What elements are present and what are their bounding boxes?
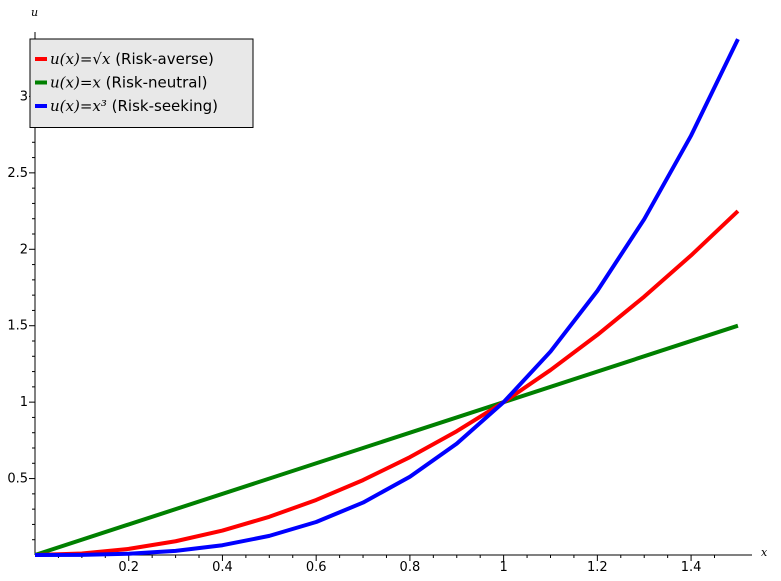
x-tick-label: 1.4 [681,560,702,575]
x-axis-label: x [761,546,768,559]
y-tick-label: 3 [20,89,28,104]
y-tick-label: 1.5 [7,319,28,334]
y-tick-label: 1 [20,395,28,410]
tick-labels: 0.2 0.4 0.6 0.8 1 1.2 1.4 0.5 1 1.5 2 2.5 3 [7,89,701,575]
x-tick-label: 0.2 [118,560,139,575]
legend: u(x)=√x (Risk-averse) u(x)=x (Risk-neutra… [29,38,254,128]
y-axis-label: u [31,6,38,19]
x-tick-label: 0.6 [306,560,327,575]
series-line-2 [34,323,739,557]
legend-box [29,38,254,128]
y-tick-label: 2.5 [7,166,28,181]
series-lines [34,38,740,557]
x-tick-label: 1.2 [587,560,608,575]
series-line-1 [34,209,740,557]
legend-label: u(x)=x³ (Risk-seeking) [50,97,218,115]
x-tick-label: 0.8 [400,560,421,575]
y-tick-label: 2 [20,242,28,257]
legend-label: u(x)=x (Risk-neutral) [50,74,208,92]
series-line-3 [34,38,740,557]
x-tick-label: 1 [499,560,507,575]
y-tick-label: 0.5 [7,472,28,487]
legend-label: u(x)=√x (Risk-averse) [50,50,214,68]
x-tick-label: 0.4 [212,560,233,575]
